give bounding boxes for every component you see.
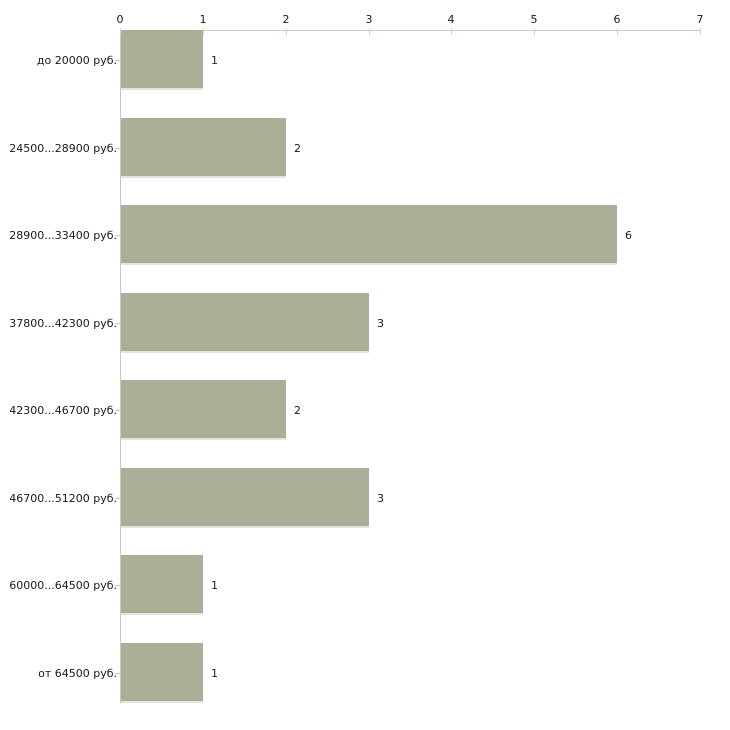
category-tick-mark <box>115 585 120 586</box>
category-tick-mark <box>115 410 120 411</box>
category-tick-mark <box>115 60 120 61</box>
category-label: 60000...64500 руб. <box>9 578 117 592</box>
category-label: 46700...51200 руб. <box>9 491 117 505</box>
bar <box>121 118 286 178</box>
bar-value-label: 1 <box>211 578 218 592</box>
category-label: 24500...28900 руб. <box>9 141 117 155</box>
x-axis-tick-mark <box>534 28 535 35</box>
x-axis-tick-mark <box>369 28 370 35</box>
x-axis-line <box>120 30 700 31</box>
bar <box>121 643 203 703</box>
category-tick-mark <box>115 323 120 324</box>
bar-value-label: 6 <box>625 228 632 242</box>
bar-value-label: 1 <box>211 666 218 680</box>
category-label: 37800...42300 руб. <box>9 316 117 330</box>
category-label: 28900...33400 руб. <box>9 228 117 242</box>
bar-value-label: 1 <box>211 53 218 67</box>
x-axis-tick-label: 5 <box>530 13 538 26</box>
x-axis-tick-mark <box>451 28 452 35</box>
x-axis-tick-label: 2 <box>282 13 290 26</box>
category-label: 42300...46700 руб. <box>9 403 117 417</box>
x-axis-tick-label: 4 <box>447 13 455 26</box>
bar-value-label: 3 <box>377 491 384 505</box>
x-axis-tick-label: 6 <box>613 13 621 26</box>
category-tick-mark <box>115 148 120 149</box>
x-axis-tick-mark <box>700 28 701 35</box>
y-axis-line <box>120 30 121 703</box>
bar <box>121 468 369 528</box>
category-label: до 20000 руб. <box>36 53 117 67</box>
x-axis-tick-label: 3 <box>365 13 373 26</box>
x-axis-tick-mark <box>120 28 121 35</box>
x-axis-tick-label: 1 <box>199 13 207 26</box>
x-axis-tick-label: 0 <box>116 13 124 26</box>
x-axis-tick-mark <box>286 28 287 35</box>
category-tick-mark <box>115 235 120 236</box>
x-axis-tick-label: 7 <box>696 13 704 26</box>
bar <box>121 30 203 90</box>
bar <box>121 555 203 615</box>
category-tick-mark <box>115 498 120 499</box>
bar-value-label: 2 <box>294 141 301 155</box>
bar <box>121 205 617 265</box>
x-axis-tick-mark <box>203 28 204 35</box>
bar-value-label: 2 <box>294 403 301 417</box>
x-axis-tick-mark <box>617 28 618 35</box>
category-tick-mark <box>115 673 120 674</box>
bar-value-label: 3 <box>377 316 384 330</box>
category-label: от 64500 руб. <box>38 666 117 680</box>
bar <box>121 380 286 440</box>
bar <box>121 293 369 353</box>
